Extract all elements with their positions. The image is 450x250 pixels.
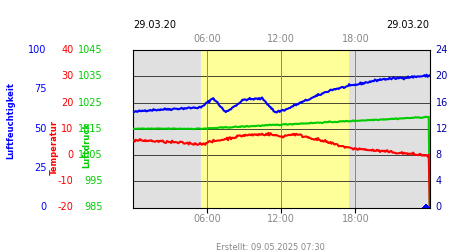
Text: 40: 40 (61, 45, 73, 55)
Bar (422, 207, 423, 208)
Text: -10: -10 (58, 176, 73, 186)
Text: 20: 20 (61, 98, 73, 108)
Text: 1035: 1035 (78, 71, 103, 81)
Bar (423, 206, 424, 208)
Text: 12: 12 (436, 124, 448, 134)
Text: 29.03.20: 29.03.20 (133, 20, 176, 30)
Text: 1005: 1005 (78, 150, 103, 160)
Text: 4: 4 (436, 176, 442, 186)
Bar (429, 207, 431, 208)
Text: 75: 75 (34, 84, 47, 94)
Text: 16: 16 (436, 98, 448, 108)
Text: 995: 995 (85, 176, 103, 186)
Text: 20: 20 (436, 71, 448, 81)
Text: 1015: 1015 (78, 124, 103, 134)
Text: Erstellt: 09.05.2025 07:30: Erstellt: 09.05.2025 07:30 (216, 242, 325, 250)
Bar (426, 204, 428, 208)
Text: 1025: 1025 (78, 98, 103, 108)
Text: 10: 10 (61, 124, 73, 134)
Text: Temperatur: Temperatur (50, 120, 58, 175)
Text: -20: -20 (58, 202, 73, 212)
Text: 985: 985 (85, 202, 103, 212)
Text: Luftfeuchtigkeit: Luftfeuchtigkeit (6, 82, 15, 160)
Bar (428, 206, 429, 208)
Bar (133, 50, 430, 207)
Text: Luftdruck: Luftdruck (82, 122, 91, 168)
Bar (201, 50, 349, 207)
Text: 50: 50 (34, 124, 47, 134)
Text: 30: 30 (61, 71, 73, 81)
Bar (424, 205, 425, 208)
Text: 8: 8 (436, 150, 442, 160)
Text: 1045: 1045 (78, 45, 103, 55)
Text: 29.03.20: 29.03.20 (387, 20, 430, 30)
Text: 0: 0 (40, 202, 47, 212)
Text: 24: 24 (436, 45, 448, 55)
Bar (427, 205, 428, 208)
Bar (425, 204, 426, 208)
Text: 0: 0 (67, 150, 73, 160)
Text: 25: 25 (34, 163, 47, 173)
Text: 100: 100 (28, 45, 47, 55)
Text: 0: 0 (436, 202, 442, 212)
